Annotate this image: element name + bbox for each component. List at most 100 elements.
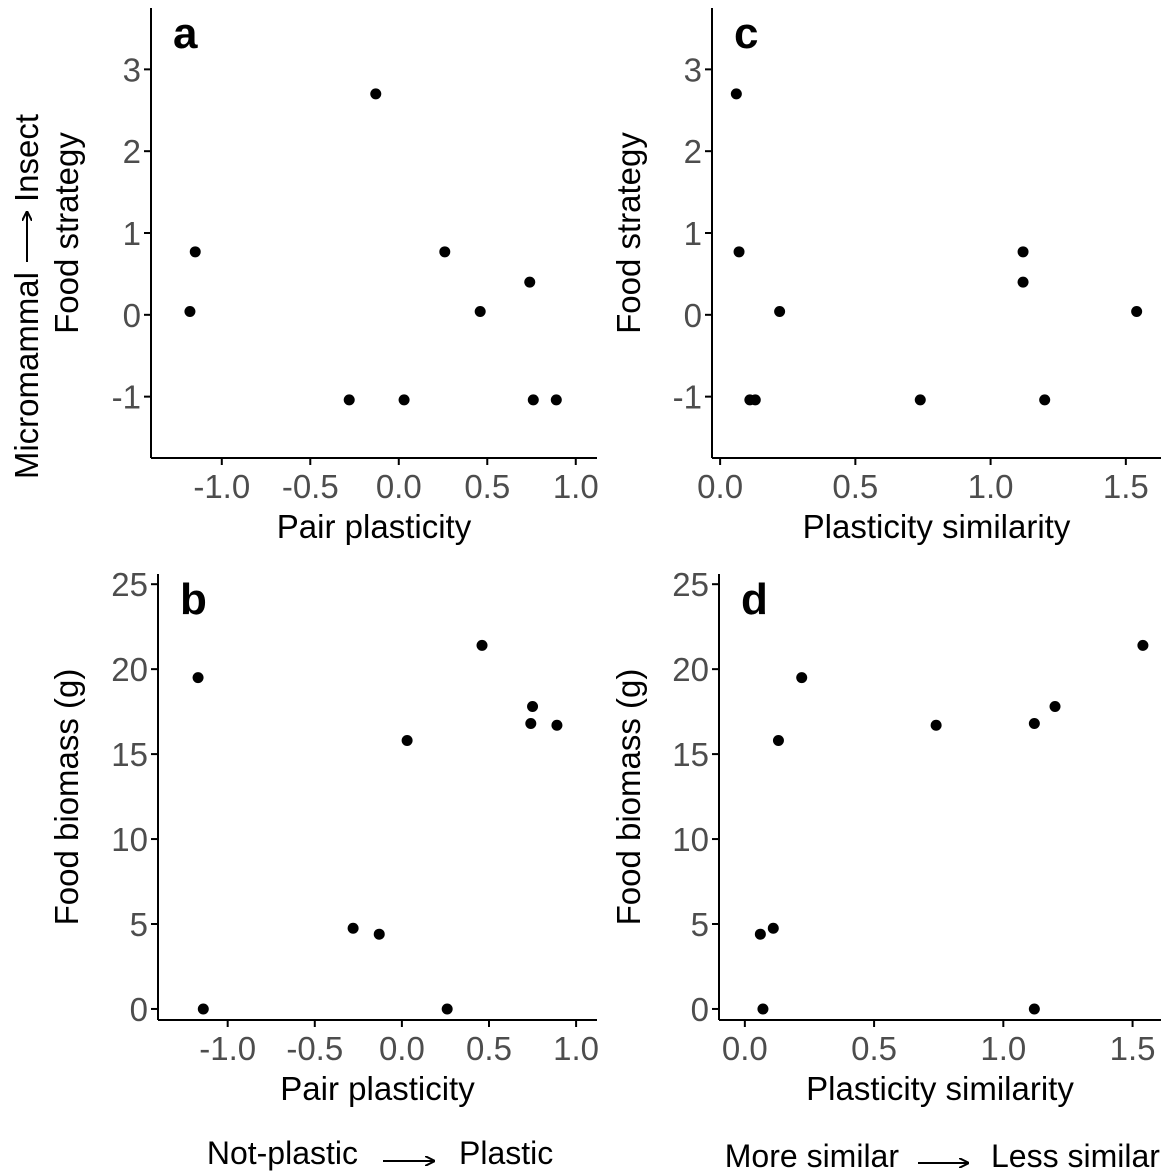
x-tick-label: -0.5	[286, 1030, 343, 1067]
data-point	[474, 306, 486, 318]
data-point	[1017, 246, 1029, 258]
data-point	[796, 672, 808, 684]
x-tick-label: 1.5	[1103, 468, 1149, 505]
data-point	[370, 88, 382, 100]
panel-b: -1.0 -0.5 0.0 0.5 1.0 0 5 10 15 20 25 Pair plastici…	[48, 566, 599, 1107]
y-tick-label: 20	[111, 651, 148, 688]
y-tick-label: 1	[123, 215, 141, 252]
data-point	[524, 276, 536, 288]
panel-letter: d	[741, 575, 768, 624]
data-point	[1028, 1003, 1040, 1015]
data-point	[197, 1003, 209, 1015]
x-tick-label: 1.0	[553, 468, 599, 505]
data-point	[527, 394, 539, 406]
x-axis-title: Plasticity similarity	[806, 1070, 1074, 1107]
data-point	[189, 246, 201, 258]
data-point	[398, 394, 410, 406]
data-point	[441, 1003, 453, 1015]
data-point	[192, 672, 204, 684]
x-tick-label: 0.0	[379, 1030, 425, 1067]
panel-letter: a	[173, 9, 198, 58]
data-point	[184, 306, 196, 318]
data-point	[757, 1003, 769, 1015]
y-tick-label: -1	[673, 379, 702, 416]
y-tick-label: 0	[123, 297, 141, 334]
x-tick-label: 0.5	[832, 468, 878, 505]
x-tick-label: 1.5	[1110, 1030, 1156, 1067]
y-tick-label: 25	[111, 566, 148, 603]
bottom-note-right-from: More similar	[725, 1138, 900, 1173]
panel-a: -1.0 -0.5 0.0 0.5 1.0 -1 0 1 2 3 Pair plasticity Fo…	[48, 8, 599, 545]
data-point	[1131, 306, 1143, 318]
panel-letter: c	[734, 9, 758, 58]
y-tick-label: 5	[130, 906, 148, 943]
data-point	[343, 394, 355, 406]
x-tick-label: -0.5	[282, 468, 339, 505]
y-tick-label: 0	[130, 991, 148, 1028]
data-point	[733, 246, 745, 258]
y-axis-title: Food strategy	[48, 132, 85, 334]
x-tick-label: 0.0	[697, 468, 743, 505]
y-tick-label: 15	[111, 736, 148, 773]
y-tick-label: 3	[684, 51, 702, 88]
data-point	[767, 922, 779, 934]
bottom-note-left-to: Plastic	[459, 1135, 553, 1171]
data-point	[772, 735, 784, 747]
y-tick-label: 3	[123, 51, 141, 88]
data-point	[914, 394, 926, 406]
data-point	[1137, 639, 1149, 651]
x-tick-label: 0.5	[466, 1030, 512, 1067]
data-point	[550, 394, 562, 406]
data-point	[525, 718, 537, 730]
bottom-note-right: More similar Less similar	[725, 1138, 1161, 1173]
data-point	[1049, 701, 1061, 713]
x-tick-label: -1.0	[193, 468, 250, 505]
data-point	[730, 88, 742, 100]
data-point	[347, 922, 359, 934]
x-axis-title: Pair plasticity	[280, 1070, 475, 1107]
x-tick-label: 0.5	[851, 1030, 897, 1067]
data-point	[1039, 394, 1051, 406]
y-tick-label: 15	[672, 736, 709, 773]
y-tick-label: 2	[684, 133, 702, 170]
data-point	[774, 306, 786, 318]
y-tick-label: -1	[112, 379, 141, 416]
panel-d: 0.0 0.5 1.0 1.5 0 5 10 15 20 25 Plasticity similar…	[610, 566, 1161, 1107]
x-tick-label: 1.0	[553, 1030, 599, 1067]
y-tick-label: 10	[111, 821, 148, 858]
x-tick-label: -1.0	[199, 1030, 256, 1067]
data-point	[930, 719, 942, 731]
x-tick-label: 1.0	[968, 468, 1014, 505]
x-tick-label: 1.0	[980, 1030, 1026, 1067]
data-point	[1028, 718, 1040, 730]
side-note-left: Micromammal	[8, 272, 45, 479]
y-tick-label: 10	[672, 821, 709, 858]
x-tick-label: 0.0	[376, 468, 422, 505]
y-axis-title: Food biomass (g)	[610, 669, 647, 926]
y-tick-label: 0	[691, 991, 709, 1028]
y-axis-title: Food strategy	[610, 132, 647, 334]
y-tick-label: 2	[123, 133, 141, 170]
x-axis-title: Plasticity similarity	[803, 508, 1071, 545]
data-point	[476, 639, 488, 651]
data-point	[754, 928, 766, 940]
y-tick-label: 0	[684, 297, 702, 334]
y-tick-label: 1	[684, 215, 702, 252]
bottom-note-right-to: Less similar	[991, 1138, 1160, 1173]
side-note: Micromammal Insect	[8, 114, 45, 479]
x-axis-title: Pair plasticity	[277, 508, 472, 545]
data-point	[527, 701, 539, 713]
bottom-note-left-from: Not-plastic	[207, 1135, 358, 1171]
data-point	[551, 719, 563, 731]
y-tick-label: 5	[691, 906, 709, 943]
data-point	[1017, 276, 1029, 288]
data-point	[373, 928, 385, 940]
x-tick-label: 0.0	[722, 1030, 768, 1067]
y-tick-label: 25	[672, 566, 709, 603]
side-note-right: Insect	[8, 114, 45, 202]
data-point	[401, 735, 413, 747]
y-axis-title: Food biomass (g)	[48, 669, 85, 926]
y-tick-label: 20	[672, 651, 709, 688]
panel-letter: b	[180, 575, 207, 624]
